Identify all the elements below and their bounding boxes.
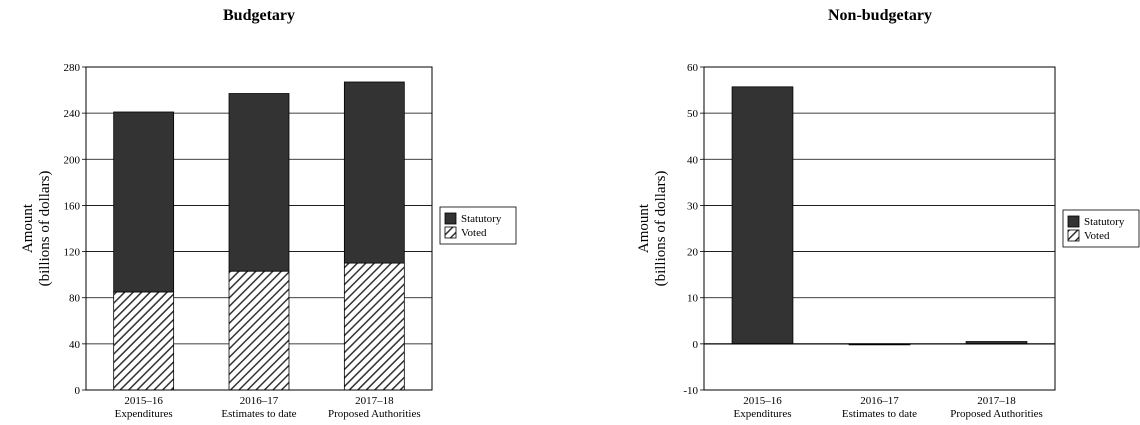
y-tick-label: 80 [69, 293, 81, 305]
y-tick-label: 280 [64, 62, 81, 74]
plot-frame [703, 66, 1056, 391]
y-tick-label: 40 [687, 154, 699, 166]
y-tick-label: 120 [64, 247, 81, 259]
y-tick-label: 0 [693, 339, 699, 351]
x-category-label: 2017–18 [977, 395, 1016, 407]
plot-frame [85, 66, 433, 391]
y-tick-label: 60 [687, 62, 699, 74]
bar-statutory [113, 111, 175, 293]
y-tick-label: -10 [683, 385, 698, 397]
x-category-label: 2015–16 [743, 395, 782, 407]
y-tick-label: 200 [64, 154, 81, 166]
chart-0: Budgetary 0 40 80 120 160 200 240 280 2015–16Expe… [20, 7, 517, 420]
chart-title: Non-budgetary [828, 7, 932, 24]
y-axis-label-line: (billions of dollars) [653, 171, 669, 287]
legend: Statutory Voted [439, 206, 517, 245]
x-category-sublabel: Proposed Authorities [328, 408, 421, 420]
y-axis-label: Amount(billions of dollars) [636, 171, 669, 287]
legend: Statutory Voted [1062, 209, 1140, 248]
y-tick-label: 30 [687, 200, 699, 212]
legend-label-voted: Voted [1084, 230, 1110, 242]
legend-swatch-voted [1067, 229, 1080, 242]
chart-title: Budgetary [223, 7, 295, 24]
legend-swatch-voted [444, 226, 457, 239]
legend-label-voted: Voted [461, 227, 487, 239]
bar-voted [343, 262, 405, 391]
y-tick-label: 240 [64, 108, 81, 120]
y-axis-label-line: (billions of dollars) [37, 171, 53, 287]
legend-swatch-statutory [444, 212, 457, 225]
x-category-sublabel: Estimates to date [221, 408, 296, 420]
x-category-sublabel: Expenditures [733, 408, 791, 420]
y-tick-label: 40 [69, 339, 81, 351]
bar-statutory [228, 93, 290, 272]
x-category-label: 2016–17 [240, 395, 279, 407]
legend-label-statutory: Statutory [1084, 216, 1125, 228]
y-axis-label-line: Amount [636, 203, 652, 253]
y-axis-label: Amount(billions of dollars) [20, 171, 53, 287]
x-category-label: 2015–16 [124, 395, 163, 407]
y-tick-label: 10 [687, 293, 699, 305]
y-tick-label: 0 [75, 385, 81, 397]
y-tick-label: 20 [687, 247, 699, 259]
y-tick-label: 50 [687, 108, 699, 120]
y-tick-label: 160 [64, 200, 81, 212]
y-axis-label-line: Amount [20, 203, 36, 253]
x-category-label: 2016–17 [860, 395, 899, 407]
x-category-sublabel: Expenditures [115, 408, 173, 420]
legend-swatch-statutory [1067, 215, 1080, 228]
x-category-label: 2017–18 [355, 395, 394, 407]
bar-voted [228, 270, 290, 391]
chart-1: Non-budgetary -10 0 10 20 30 40 50 60 2015–16Expe… [636, 7, 1140, 420]
x-category-sublabel: Estimates to date [842, 408, 917, 420]
x-category-sublabel: Proposed Authorities [950, 408, 1043, 420]
bar-statutory [731, 86, 794, 345]
legend-label-statutory: Statutory [461, 213, 502, 225]
bar-voted [113, 291, 175, 391]
bar-statutory [343, 81, 405, 264]
